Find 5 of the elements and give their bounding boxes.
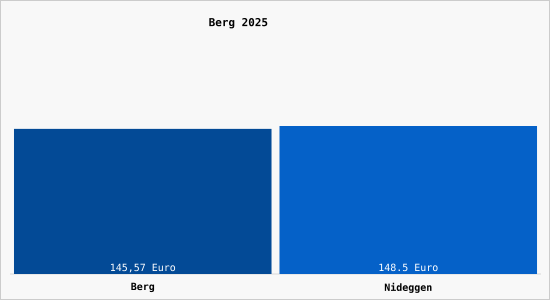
chart-title: Berg 2025 (209, 18, 268, 28)
data-label: 148.5 Euro (379, 264, 438, 272)
data-label: 145,57 Euro (110, 264, 176, 272)
x-tick-label: Nideggen (384, 282, 432, 293)
x-tick-label: Berg (131, 282, 154, 292)
